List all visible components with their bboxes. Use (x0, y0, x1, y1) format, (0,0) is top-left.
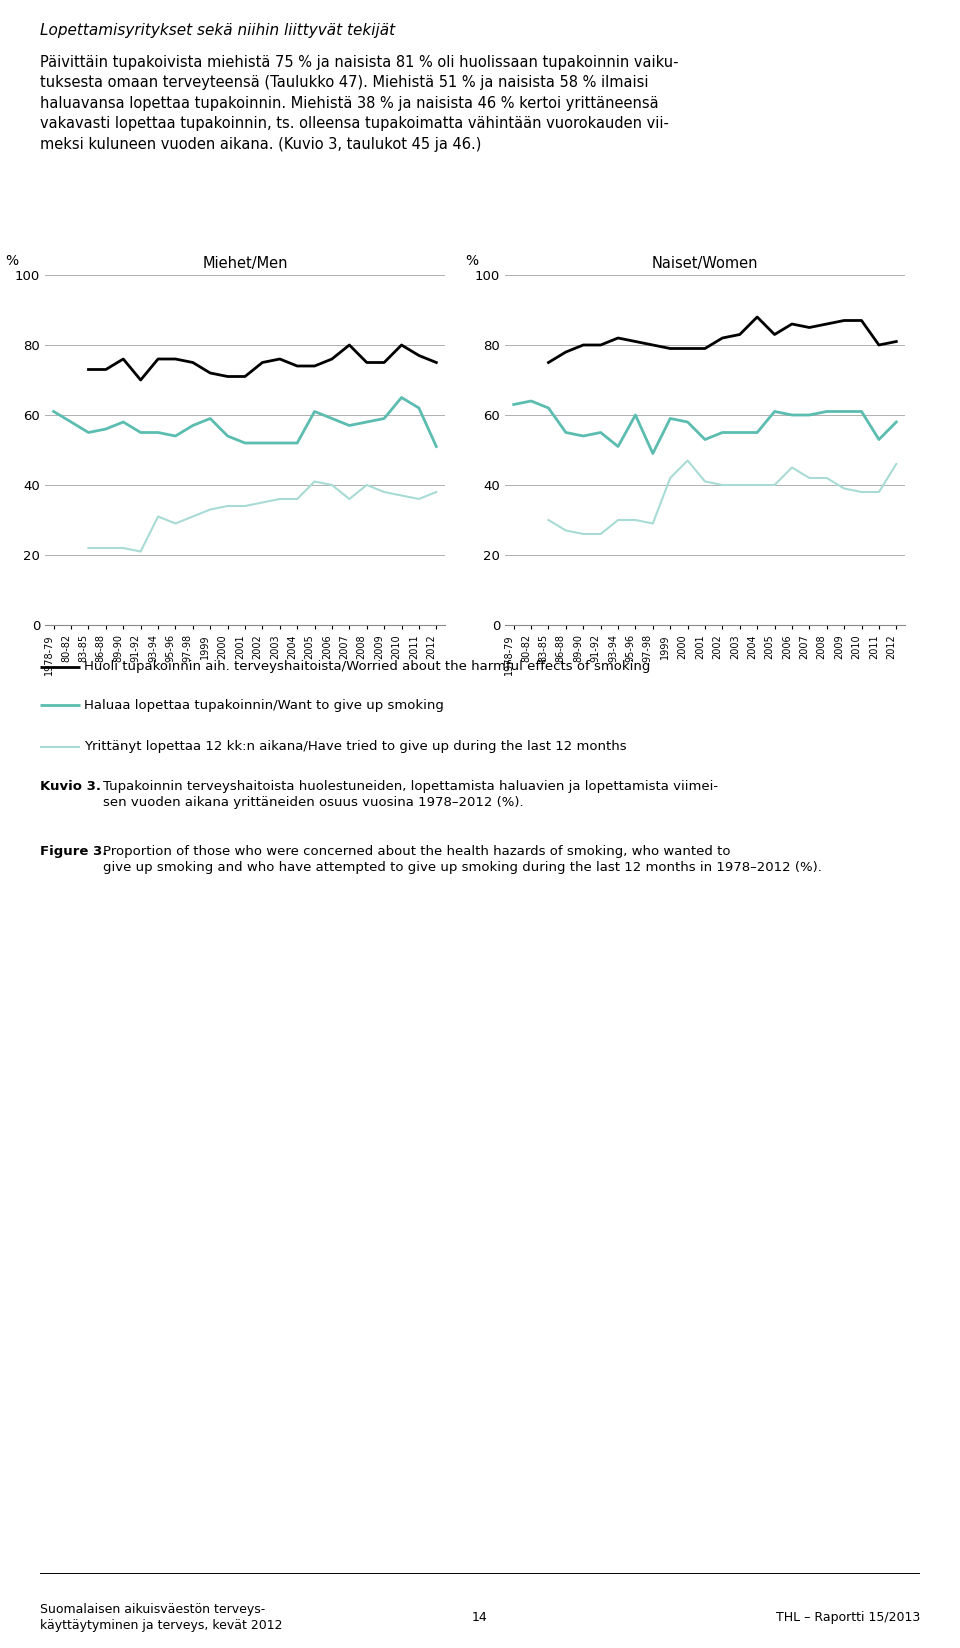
Text: 14: 14 (472, 1612, 488, 1623)
Text: %: % (5, 254, 18, 269)
Text: Lopettamisyritykset sekä niihin liittyvät tekijät: Lopettamisyritykset sekä niihin liittyvä… (40, 23, 396, 38)
Text: Kuvio 3.: Kuvio 3. (40, 780, 101, 793)
Text: Päivittäin tupakoivista miehistä 75 % ja naisista 81 % oli huolissaan tupakoinni: Päivittäin tupakoivista miehistä 75 % ja… (40, 54, 679, 152)
Text: Haluaa lopettaa tupakoinnin/Want to give up smoking: Haluaa lopettaa tupakoinnin/Want to give… (84, 699, 444, 712)
Text: %: % (465, 254, 478, 269)
Title: Miehet/Men: Miehet/Men (203, 255, 288, 270)
Text: Yrittänyt lopettaa 12 kk:n aikana/Have tried to give up during the last 12 month: Yrittänyt lopettaa 12 kk:n aikana/Have t… (84, 740, 627, 753)
Text: THL – Raportti 15/2013: THL – Raportti 15/2013 (776, 1612, 920, 1623)
Text: Figure 3.: Figure 3. (40, 845, 108, 859)
Text: Proportion of those who were concerned about the health hazards of smoking, who : Proportion of those who were concerned a… (104, 845, 822, 873)
Text: Tupakoinnin terveyshaitoista huolestuneiden, lopettamista haluavien ja lopettami: Tupakoinnin terveyshaitoista huolestunei… (104, 780, 718, 809)
Text: Suomalaisen aikuisväestön terveys-
käyttäytyminen ja terveys, kevät 2012: Suomalaisen aikuisväestön terveys- käytt… (40, 1602, 282, 1633)
Title: Naiset/Women: Naiset/Women (652, 255, 758, 270)
Text: Huoli tupakoinnin aih. terveyshaitoista/Worried about the harmful effects of smo: Huoli tupakoinnin aih. terveyshaitoista/… (84, 659, 650, 672)
